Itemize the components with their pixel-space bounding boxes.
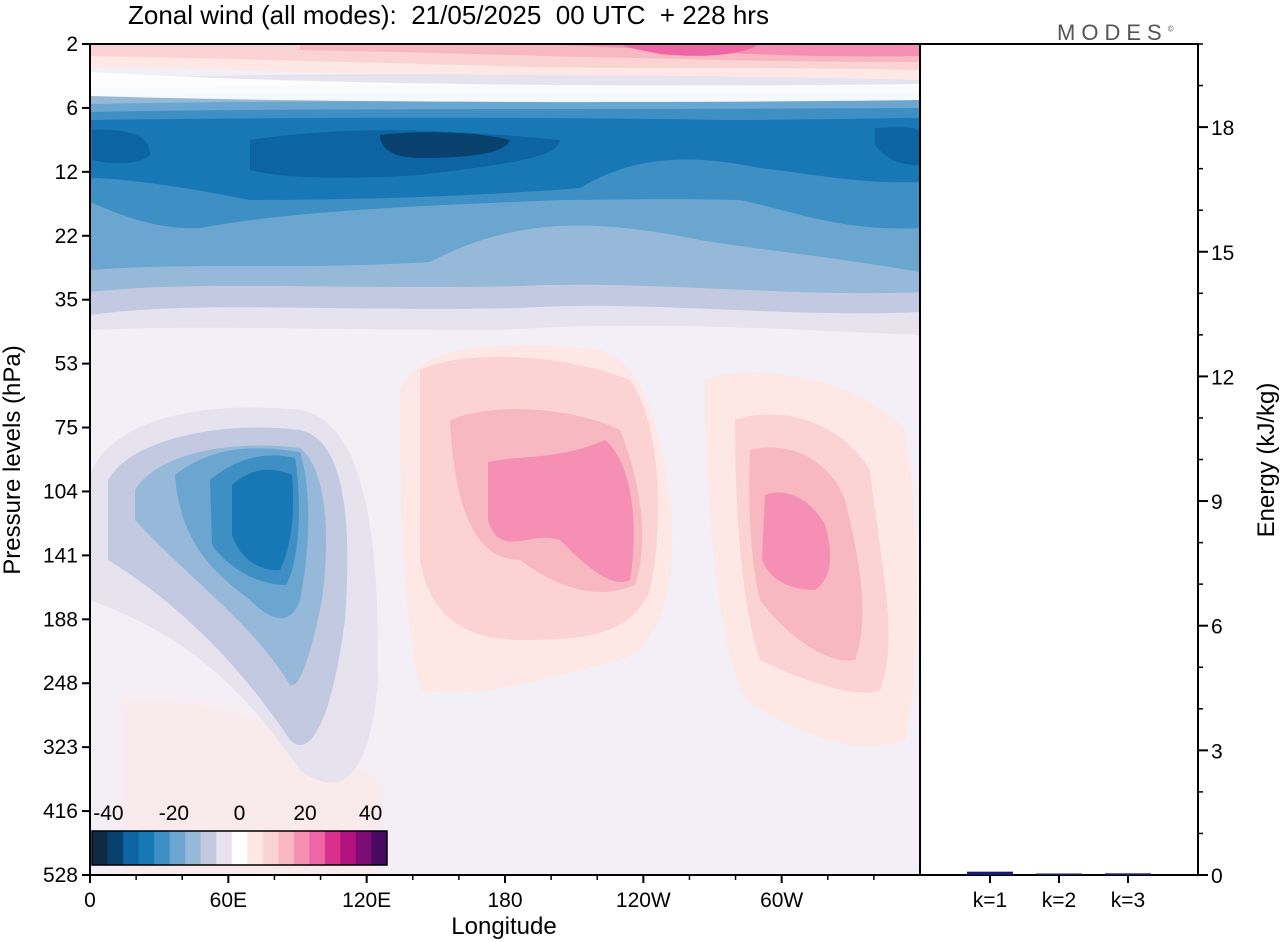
colorbar-swatch <box>123 831 140 865</box>
colorbar-swatch <box>231 831 248 865</box>
chart-title: Zonal wind (all modes): 21/05/2025 00 UT… <box>128 0 769 30</box>
colorbar-label: -40 <box>93 802 123 825</box>
energy-bar <box>967 871 1013 875</box>
colorbar-swatch <box>340 831 357 865</box>
heatmap-x-tick-label: 120W <box>616 889 671 912</box>
energy-x-tick-label: k=1 <box>973 889 1007 912</box>
colorbar-swatch <box>169 831 186 865</box>
colorbar-swatch <box>154 831 171 865</box>
heatmap-x-tick-label: 120E <box>342 889 391 912</box>
heatmap-y-tick-label: 53 <box>55 353 78 376</box>
energy-bar <box>1105 873 1151 875</box>
heatmap-y-tick-label: 35 <box>55 289 78 312</box>
energy-y-axis: 0 3 6 9 12 15 18 <box>1198 43 1234 888</box>
colorbar: -40 -20 0 20 40 <box>91 802 388 866</box>
colorbar-label: -20 <box>159 802 189 825</box>
heatmap-y-tick-label: 2 <box>66 33 78 56</box>
heatmap-y-tick-label: 188 <box>43 608 78 631</box>
heatmap-field <box>90 44 920 875</box>
colorbar-label: 20 <box>293 802 316 825</box>
energy-y-tick-label: 15 <box>1211 242 1234 265</box>
energy-y-tick-label: 12 <box>1211 366 1234 389</box>
colorbar-label: 40 <box>359 802 382 825</box>
energy-y-axis-label: Energy (kJ/kg) <box>1253 383 1280 538</box>
colorbar-swatch <box>293 831 310 865</box>
energy-y-tick-label: 9 <box>1211 491 1223 514</box>
heatmap-y-tick-label: 6 <box>66 97 78 120</box>
colorbar-swatch <box>185 831 202 865</box>
heatmap-y-tick-label: 528 <box>43 864 78 887</box>
colorbar-label: 0 <box>234 802 246 825</box>
heatmap-y-tick-label: 22 <box>55 225 78 248</box>
heatmap-x-axis: 0 60E 120E 180 120W 60W <box>84 875 875 912</box>
energy-x-tick-label: k=2 <box>1042 889 1076 912</box>
colorbar-frame <box>91 830 388 866</box>
colorbar-swatch <box>200 831 217 865</box>
energy-y-tick-label: 18 <box>1211 117 1234 140</box>
logo-mark: © <box>1167 24 1174 34</box>
heatmap-x-tick-label: 180 <box>487 889 522 912</box>
heatmap-y-tick-label: 12 <box>55 161 78 184</box>
colorbar-swatch <box>355 831 372 865</box>
colorbar-swatch <box>216 831 233 865</box>
energy-x-tick-label: k=3 <box>1111 889 1145 912</box>
heatmap-x-axis-label: Longitude <box>451 913 556 940</box>
colorbar-swatch <box>107 831 124 865</box>
colorbar-swatch <box>371 831 388 865</box>
heatmap-y-tick-label: 104 <box>43 480 78 503</box>
energy-y-tick-label: 3 <box>1211 740 1223 763</box>
colorbar-swatch <box>138 831 155 865</box>
energy-bars <box>967 871 1151 875</box>
colorbar-swatch <box>278 831 295 865</box>
colorbar-swatch <box>247 831 264 865</box>
colorbar-swatch <box>92 831 109 865</box>
heatmap-y-tick-label: 75 <box>55 417 78 440</box>
colorbar-swatch <box>262 831 279 865</box>
colorbar-swatch <box>309 831 326 865</box>
heatmap-y-tick-label: 323 <box>43 736 78 759</box>
heatmap-y-axis: 2 6 12 22 35 53 75 104 141 188 248 323 416 528 <box>43 33 90 887</box>
heatmap-y-axis-label: Pressure levels (hPa) <box>0 345 26 574</box>
energy-y-tick-label: 6 <box>1211 616 1223 639</box>
energy-y-tick-label: 0 <box>1211 865 1223 888</box>
logo-text: MODES <box>1057 20 1168 45</box>
heatmap-x-tick-label: 60E <box>210 889 247 912</box>
energy-x-axis: k=1 k=2 k=3 <box>973 875 1145 912</box>
heatmap-x-tick-label: 0 <box>84 889 96 912</box>
heatmap-y-tick-label: 416 <box>43 800 78 823</box>
heatmap-y-tick-label: 248 <box>43 672 78 695</box>
heatmap-x-tick-label: 60W <box>760 889 803 912</box>
modes-logo: MODES© <box>1057 20 1174 46</box>
energy-panel-frame <box>919 43 1199 876</box>
energy-bar <box>1036 873 1082 875</box>
colorbar-swatch <box>324 831 341 865</box>
heatmap-y-tick-label: 141 <box>43 544 78 567</box>
